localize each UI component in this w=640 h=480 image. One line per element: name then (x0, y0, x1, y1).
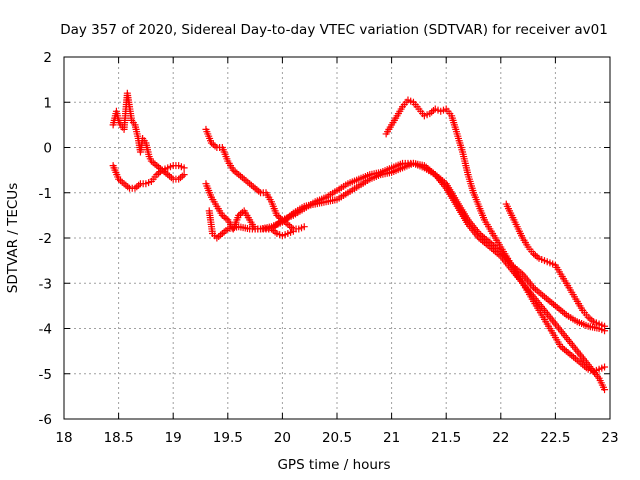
series-arc-g (382, 96, 609, 375)
data-point (180, 164, 188, 172)
data-point (289, 227, 297, 235)
y-tick-label: -2 (39, 231, 52, 247)
data-point (601, 363, 609, 371)
data-point (601, 386, 609, 394)
data-point (601, 322, 609, 330)
x-tick-label: 19 (165, 430, 182, 446)
y-tick-label: -3 (39, 276, 52, 292)
series-arc-h (502, 200, 609, 330)
chart-title: Day 357 of 2020, Sidereal Day-to-day VTE… (60, 22, 608, 38)
x-tick-labels: 18 18.5 19 19.5 20 20.5 21 21.5 22 22.5 23 (55, 430, 618, 446)
series-arc-b (109, 162, 188, 192)
y-tick-label: -6 (39, 412, 52, 428)
data-points (109, 89, 609, 394)
x-tick-label: 20 (274, 430, 291, 446)
x-tick-label: 22 (492, 430, 509, 446)
y-axis-label: SDTVAR / TECUs (5, 183, 21, 293)
y-tick-label: -5 (39, 367, 52, 383)
y-tick-labels: -6 -5 -4 -3 -2 -1 0 1 2 (39, 50, 52, 428)
x-tick-label: 18.5 (104, 430, 134, 446)
y-tick-label: 1 (43, 95, 52, 111)
x-tick-label: 21 (383, 430, 400, 446)
x-tick-label: 23 (601, 430, 618, 446)
plot-border (63, 56, 611, 420)
y-tick-label: 2 (43, 50, 52, 66)
y-tick-label: -1 (39, 186, 52, 202)
x-tick-label: 20.5 (322, 430, 352, 446)
x-axis-label: GPS time / hours (277, 457, 390, 473)
series-arc-a (109, 89, 188, 183)
grid-lines (64, 57, 610, 419)
y-tick-label: 0 (43, 141, 52, 157)
x-tick-label: 19.5 (213, 430, 243, 446)
x-tick-label: 18 (55, 430, 72, 446)
x-tick-label: 21.5 (431, 430, 461, 446)
series-arc-c (202, 125, 308, 233)
x-tick-label: 22.5 (540, 430, 570, 446)
data-point (300, 223, 308, 231)
y-tick-label: -4 (39, 322, 52, 338)
data-point (180, 171, 188, 179)
